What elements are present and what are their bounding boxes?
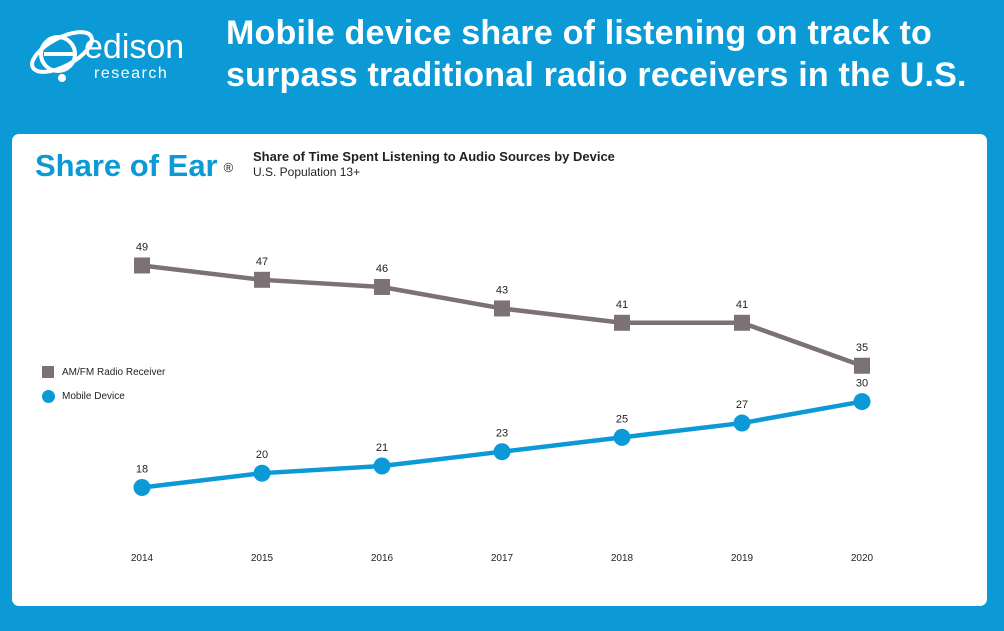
line-chart: 49 47 46 43 41 41 35 18 20 21 23 25 27 30 2014 2015 2016… — [131, 241, 874, 564]
chart-population: U.S. Population 13+ — [253, 165, 361, 179]
data-point-mobile — [493, 443, 511, 461]
data-point-mobile — [373, 457, 391, 475]
chart-subtitle: Share of Time Spent Listening to Audio S… — [253, 149, 615, 164]
data-point-radio — [734, 314, 750, 331]
data-label-radio: 47 — [256, 256, 268, 268]
data-label-mobile: 25 — [616, 413, 628, 425]
data-point-mobile — [253, 464, 271, 482]
x-tick-label: 2018 — [611, 553, 634, 564]
data-label-mobile: 27 — [736, 399, 748, 411]
x-tick-label: 2020 — [851, 553, 874, 564]
data-point-mobile — [133, 479, 151, 497]
data-label-mobile: 18 — [136, 464, 148, 476]
data-label-radio: 43 — [496, 284, 508, 296]
data-label-mobile: 23 — [496, 428, 508, 440]
data-label-radio: 49 — [136, 241, 148, 253]
data-point-mobile — [613, 428, 631, 446]
data-point-radio — [854, 357, 870, 374]
data-label-radio: 46 — [376, 263, 388, 275]
legend-square-marker — [42, 366, 54, 378]
legend-label-radio: AM/FM Radio Receiver — [62, 366, 166, 378]
edison-research-logo: edison research — [22, 12, 202, 92]
headline-line-2: surpass traditional radio receivers in t… — [226, 56, 967, 94]
data-label-radio: 41 — [616, 299, 628, 311]
data-label-radio: 35 — [856, 342, 868, 354]
data-point-mobile — [853, 393, 871, 411]
x-tick-label: 2019 — [731, 553, 754, 564]
headline-line-1: Mobile device share of listening on trac… — [226, 14, 932, 52]
data-label-mobile: 21 — [376, 442, 388, 454]
data-point-radio — [134, 257, 150, 274]
legend-item-radio: AM/FM Radio Receiver — [42, 360, 165, 384]
data-point-radio — [614, 314, 630, 331]
data-point-mobile — [733, 414, 751, 432]
x-tick-label: 2015 — [251, 553, 274, 564]
share-of-ear-text: Share of Ear — [35, 148, 218, 183]
legend-circle-marker — [42, 389, 55, 403]
chart-card: Share of Ear ® Share of Time Spent Listen… — [12, 134, 987, 606]
legend-item-mobile: Mobile Device — [42, 384, 165, 408]
data-point-radio — [254, 271, 270, 288]
data-label-radio: 41 — [736, 299, 748, 311]
x-tick-label: 2017 — [491, 553, 514, 564]
data-label-mobile: 30 — [856, 378, 868, 390]
chart-legend: AM/FM Radio Receiver Mobile Device — [42, 360, 165, 408]
registered-mark: ® — [223, 160, 234, 175]
legend-label-mobile: Mobile Device — [62, 390, 125, 402]
data-point-radio — [374, 278, 390, 295]
x-tick-label: 2016 — [371, 553, 394, 564]
page-headline: Mobile device share of listening on trac… — [226, 12, 986, 96]
logo-sub: research — [94, 65, 168, 82]
data-label-mobile: 20 — [256, 449, 268, 461]
edison-logo-mark: edison research — [30, 28, 184, 82]
x-tick-label: 2014 — [131, 553, 154, 564]
data-point-radio — [494, 300, 510, 317]
share-of-ear-title: Share of Ear ® — [35, 148, 233, 184]
logo-word: edison — [84, 28, 184, 66]
